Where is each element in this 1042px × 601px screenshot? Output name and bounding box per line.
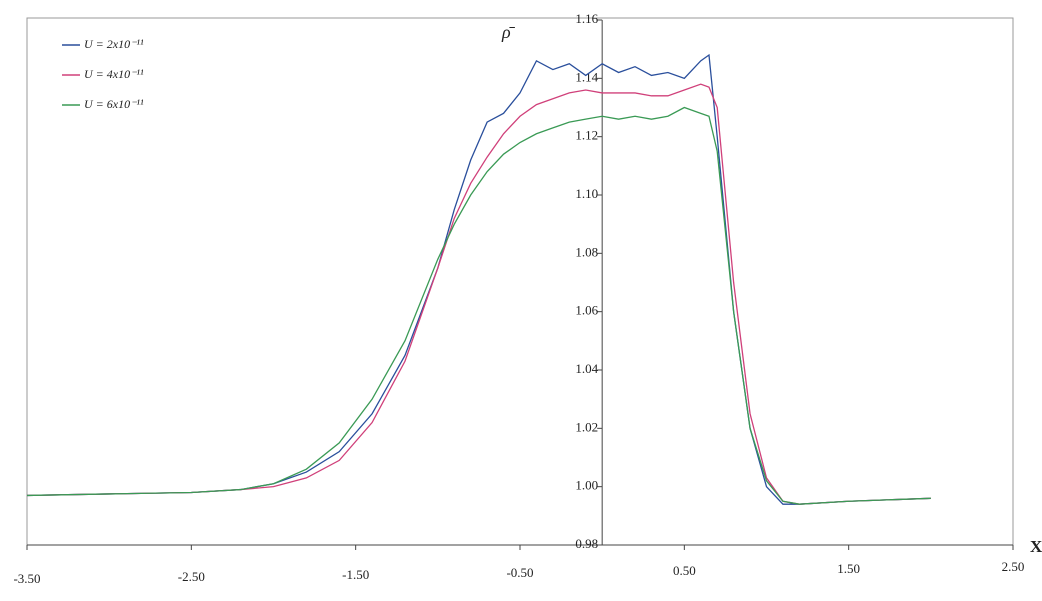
plot-border [26, 17, 1014, 546]
y-tick-label: 1.04 [575, 361, 598, 376]
y-tick-label: 1.12 [575, 128, 598, 143]
y-tick-label: 1.16 [575, 11, 598, 26]
x-tick-label: -3.50 [13, 571, 40, 586]
y-tick-label: 1.02 [575, 419, 598, 434]
y-tick-label: 1.10 [575, 186, 598, 201]
legend-label: U = 2x10⁻¹¹ [84, 37, 144, 51]
y-axis-title: ρ̄ [501, 22, 516, 42]
y-tick-label: 1.00 [575, 478, 598, 493]
x-tick-label: -0.50 [506, 565, 533, 580]
x-axis-title: X [1030, 537, 1042, 556]
series-line [26, 53, 931, 505]
y-tick-label: 1.08 [575, 244, 598, 259]
x-tick-label: 2.50 [1002, 559, 1025, 574]
x-tick-label: 1.50 [837, 561, 860, 576]
x-tick-label: -1.50 [342, 567, 369, 582]
x-tick-label: 0.50 [673, 563, 696, 578]
y-tick-label: 1.14 [575, 69, 598, 84]
legend-label: U = 6x10⁻¹¹ [84, 97, 144, 111]
y-tick-label: 1.06 [575, 303, 598, 318]
series-line [26, 106, 931, 505]
x-tick-label: -2.50 [178, 569, 205, 584]
y-tick-label: 0.98 [575, 536, 598, 551]
legend-label: U = 4x10⁻¹¹ [84, 67, 144, 81]
series-line [26, 83, 931, 505]
